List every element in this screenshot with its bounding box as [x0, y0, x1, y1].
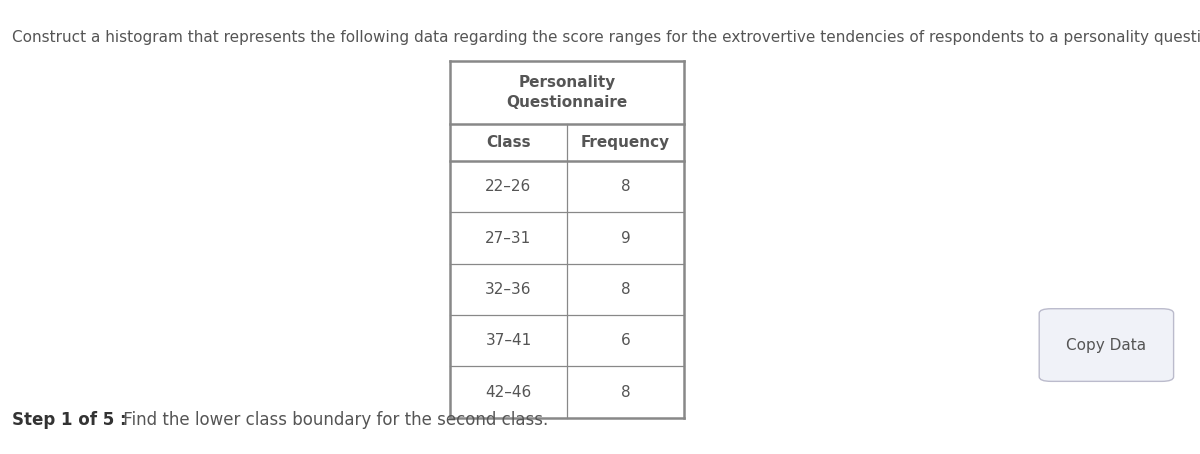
Text: 6: 6 — [620, 333, 630, 348]
Text: Personality: Personality — [518, 75, 616, 90]
Text: 8: 8 — [620, 179, 630, 194]
Text: 37–41: 37–41 — [485, 333, 532, 348]
Text: Find the lower class boundary for the second class.: Find the lower class boundary for the se… — [118, 411, 548, 429]
FancyBboxPatch shape — [1039, 309, 1174, 381]
Text: 22–26: 22–26 — [485, 179, 532, 194]
Text: 9: 9 — [620, 231, 630, 246]
Text: Questionnaire: Questionnaire — [506, 95, 628, 110]
Text: 8: 8 — [620, 282, 630, 297]
Text: 8: 8 — [620, 385, 630, 400]
Text: 42–46: 42–46 — [485, 385, 532, 400]
Text: Frequency: Frequency — [581, 135, 670, 150]
Text: Copy Data: Copy Data — [1067, 337, 1146, 353]
Text: Step 1 of 5 :: Step 1 of 5 : — [12, 411, 132, 429]
Text: 27–31: 27–31 — [485, 231, 532, 246]
Text: 32–36: 32–36 — [485, 282, 532, 297]
Text: Class: Class — [486, 135, 530, 150]
Text: Construct a histogram that represents the following data regarding the score ran: Construct a histogram that represents th… — [12, 30, 1200, 44]
